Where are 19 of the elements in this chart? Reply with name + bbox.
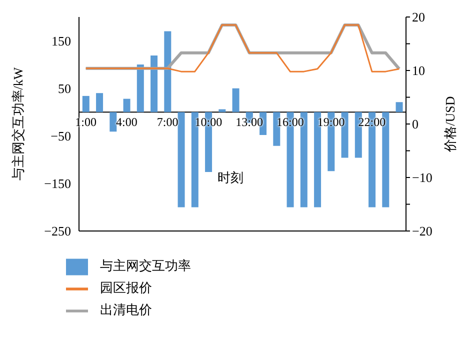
y-tick-label: −250 bbox=[44, 224, 71, 239]
y-tick-label: 50 bbox=[58, 80, 71, 96]
y-tick-label: 150 bbox=[52, 33, 71, 48]
y2-tick-label: 0 bbox=[412, 116, 418, 132]
legend-label: 与主网交互功率 bbox=[100, 258, 191, 273]
y2-tick-label: 10 bbox=[412, 63, 425, 78]
y-axis-title: 与主网交互功率/kW bbox=[10, 66, 26, 181]
x-tick-label: 19:00 bbox=[316, 115, 346, 130]
y2-tick-label: 20 bbox=[412, 10, 425, 25]
x-tick-label: 7:00 bbox=[156, 115, 180, 130]
x-tick-label: 16:00 bbox=[276, 115, 305, 130]
y2-tick-label: −10 bbox=[412, 170, 432, 186]
x-axis-title: 时刻 bbox=[218, 170, 244, 185]
y-tick-label: −150 bbox=[44, 176, 71, 192]
y-tick-label: −50 bbox=[50, 128, 71, 144]
y2-tick-label: −20 bbox=[412, 224, 432, 239]
legend-label: 园区报价 bbox=[100, 280, 152, 295]
y2-axis-title: 价格/USD bbox=[442, 96, 458, 153]
legend-label: 出清电价 bbox=[100, 302, 152, 317]
